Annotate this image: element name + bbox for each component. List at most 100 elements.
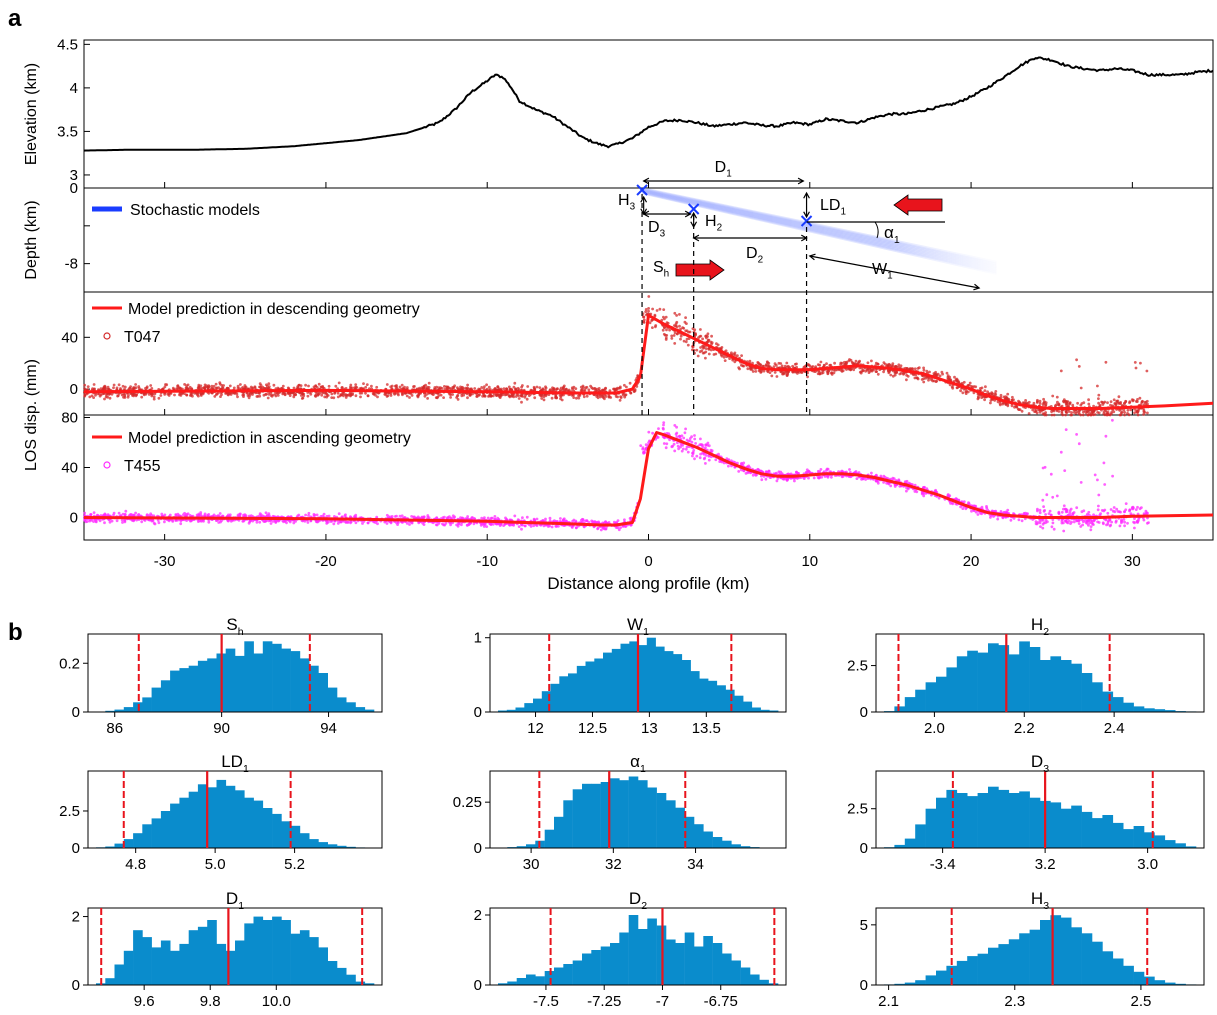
data-point — [783, 364, 787, 368]
data-point — [1097, 393, 1101, 397]
data-point — [1041, 466, 1045, 470]
data-point — [557, 524, 560, 528]
data-point — [966, 383, 970, 387]
data-point — [983, 389, 987, 392]
data-point — [149, 512, 153, 516]
panel-frame-0 — [83, 39, 1214, 189]
data-point — [336, 522, 340, 525]
data-point — [749, 368, 753, 371]
data-point — [171, 386, 175, 390]
data-point — [1109, 403, 1112, 407]
data-point — [1102, 461, 1106, 465]
data-point — [422, 523, 426, 526]
data-point — [945, 371, 949, 375]
data-point — [88, 395, 92, 399]
data-point — [740, 363, 743, 367]
data-point — [1138, 396, 1142, 400]
data-point — [108, 396, 112, 400]
data-point — [306, 394, 310, 398]
data-point — [698, 456, 702, 460]
data-point — [927, 378, 930, 382]
data-point — [176, 384, 180, 388]
data-point — [317, 382, 321, 386]
data-point — [693, 434, 696, 437]
data-point — [707, 352, 711, 356]
data-point — [185, 384, 188, 388]
data-point — [692, 449, 696, 452]
x-tick-label: -20 — [315, 553, 337, 570]
y-tick-label: 3 — [70, 167, 78, 184]
data-point — [574, 387, 578, 390]
data-point — [848, 468, 851, 471]
data-point — [179, 522, 183, 526]
data-point — [845, 361, 848, 365]
data-point — [1082, 410, 1085, 414]
fault-node-marker — [800, 215, 813, 227]
data-point — [1031, 408, 1035, 412]
data-point — [499, 387, 503, 391]
legend-points-label: T047 — [124, 329, 161, 346]
data-point — [647, 309, 650, 313]
y-tick-label: 80 — [61, 410, 78, 427]
data-point — [1135, 400, 1139, 403]
data-point — [782, 477, 786, 481]
data-point — [1060, 521, 1064, 525]
data-point — [662, 427, 665, 431]
data-point — [572, 396, 576, 399]
data-point — [1042, 505, 1045, 508]
data-point — [456, 386, 459, 389]
data-point — [532, 385, 536, 389]
data-point — [1104, 518, 1108, 522]
data-point — [1087, 523, 1090, 527]
data-point — [1133, 526, 1136, 530]
data-point — [715, 342, 718, 346]
data-point — [83, 394, 87, 398]
data-point — [124, 509, 128, 513]
data-point — [364, 391, 367, 395]
data-point — [644, 310, 648, 314]
data-point — [526, 385, 530, 388]
data-point — [701, 445, 704, 449]
data-point — [1122, 408, 1126, 412]
data-point — [650, 318, 654, 322]
data-point — [163, 520, 166, 524]
data-point — [525, 397, 529, 401]
data-point — [906, 374, 910, 378]
data-point — [375, 385, 379, 389]
data-point — [483, 394, 487, 398]
data-point — [307, 384, 310, 388]
data-point — [672, 334, 676, 337]
data-point — [218, 512, 222, 515]
data-point — [1087, 398, 1090, 402]
data-point — [1055, 494, 1059, 498]
data-point — [1038, 399, 1042, 403]
data-point — [361, 522, 364, 525]
data-point — [680, 434, 684, 438]
data-point — [344, 513, 347, 517]
data-point — [827, 369, 831, 373]
data-point — [1041, 526, 1045, 530]
data-point — [922, 492, 926, 495]
data-point — [385, 383, 389, 386]
data-point — [968, 381, 972, 385]
data-point — [1096, 411, 1099, 414]
data-point — [1039, 525, 1042, 528]
data-point — [264, 392, 268, 396]
data-point — [706, 441, 710, 445]
data-point — [704, 356, 707, 360]
data-point — [1051, 394, 1055, 398]
data-point — [889, 373, 893, 377]
data-point — [1117, 395, 1121, 399]
data-point — [628, 381, 632, 385]
data-point — [266, 396, 270, 400]
data-point — [325, 392, 329, 395]
data-point — [906, 487, 910, 491]
data-point — [520, 385, 523, 389]
data-point — [1064, 413, 1067, 417]
data-point — [452, 516, 456, 520]
data-point — [366, 394, 370, 398]
data-point — [92, 511, 96, 514]
elevation-y-label: Elevation (km) — [23, 63, 40, 165]
panel-label-b: b — [8, 619, 23, 646]
data-point — [1143, 411, 1147, 414]
